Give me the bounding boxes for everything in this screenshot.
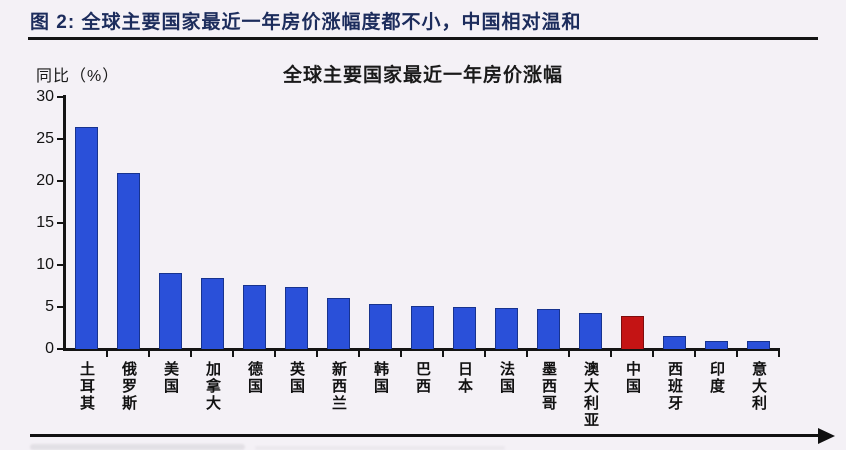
- x-tick-mark: [610, 351, 612, 357]
- x-tick-mark: [652, 351, 654, 357]
- x-category-label: 法国: [498, 361, 515, 395]
- bar-英国: [284, 287, 308, 349]
- y-tick-label: 10: [36, 256, 54, 273]
- y-tick-label: 20: [36, 172, 54, 189]
- header-rule: [28, 37, 818, 40]
- y-tick-mark: [57, 180, 64, 182]
- x-tick-mark: [778, 351, 780, 357]
- x-category-label: 澳大利亚: [582, 361, 599, 429]
- x-tick-mark: [148, 351, 150, 357]
- x-tick-mark: [526, 351, 528, 357]
- bar-加拿大: [200, 278, 224, 349]
- x-category-label: 德国: [246, 361, 263, 395]
- x-category-label: 英国: [288, 361, 305, 395]
- y-tick-label: 5: [45, 298, 54, 315]
- x-tick-mark: [358, 351, 360, 357]
- x-category-label: 西班牙: [666, 361, 683, 412]
- x-category-label: 加拿大: [204, 361, 221, 412]
- x-tick-mark: [190, 351, 192, 357]
- x-category-label: 印度: [708, 361, 725, 395]
- bar-印度: [704, 341, 728, 349]
- scan-artifact: [255, 446, 505, 450]
- x-tick-mark: [442, 351, 444, 357]
- x-tick-mark: [274, 351, 276, 357]
- bar-法国: [494, 308, 518, 349]
- bar-澳大利亚: [578, 313, 602, 349]
- x-category-label: 中国: [624, 361, 641, 395]
- x-axis-line: [63, 348, 780, 351]
- bar-韩国: [368, 304, 392, 349]
- bar-中国: [620, 316, 644, 349]
- x-tick-mark: [694, 351, 696, 357]
- x-tick-mark: [232, 351, 234, 357]
- x-tick-mark: [484, 351, 486, 357]
- x-tick-mark: [736, 351, 738, 357]
- y-tick-mark: [57, 348, 64, 350]
- bar-日本: [452, 307, 476, 349]
- bottom-arrow-head-icon: [818, 428, 835, 444]
- bar-俄罗斯: [116, 173, 140, 349]
- x-category-label: 巴西: [414, 361, 431, 395]
- x-tick-mark: [316, 351, 318, 357]
- x-tick-mark: [400, 351, 402, 357]
- y-axis-label: 同比（%）: [36, 68, 120, 85]
- y-tick-mark: [57, 264, 64, 266]
- y-tick-mark: [57, 222, 64, 224]
- figure-caption: 图 2: 全球主要国家最近一年房价涨幅度都不小，中国相对温和: [30, 12, 582, 33]
- x-category-label: 墨西哥: [540, 361, 557, 412]
- x-category-label: 新西兰: [330, 361, 347, 412]
- bar-土耳其: [74, 127, 98, 349]
- x-category-label: 土耳其: [78, 361, 95, 412]
- x-category-label: 俄罗斯: [120, 361, 137, 412]
- y-tick-mark: [57, 306, 64, 308]
- y-tick-label: 25: [36, 130, 54, 147]
- bar-德国: [242, 285, 266, 349]
- y-tick-label: 30: [36, 88, 54, 105]
- y-tick-label: 15: [36, 214, 54, 231]
- bar-新西兰: [326, 298, 350, 349]
- bar-巴西: [410, 306, 434, 349]
- bar-美国: [158, 273, 182, 349]
- chart-title: 全球主要国家最近一年房价涨幅: [282, 65, 563, 86]
- y-tick-label: 0: [45, 340, 54, 357]
- x-category-label: 日本: [456, 361, 473, 395]
- bar-墨西哥: [536, 309, 560, 349]
- y-tick-mark: [57, 96, 64, 98]
- bar-意大利: [746, 341, 770, 349]
- y-axis-line: [63, 95, 66, 351]
- x-category-label: 韩国: [372, 361, 389, 395]
- bottom-arrow-line: [30, 434, 820, 437]
- scan-artifact: [30, 444, 245, 450]
- x-tick-mark: [106, 351, 108, 357]
- x-category-label: 美国: [162, 361, 179, 395]
- x-category-label: 意大利: [750, 361, 767, 412]
- y-tick-mark: [57, 138, 64, 140]
- bar-西班牙: [662, 336, 686, 349]
- x-tick-mark: [568, 351, 570, 357]
